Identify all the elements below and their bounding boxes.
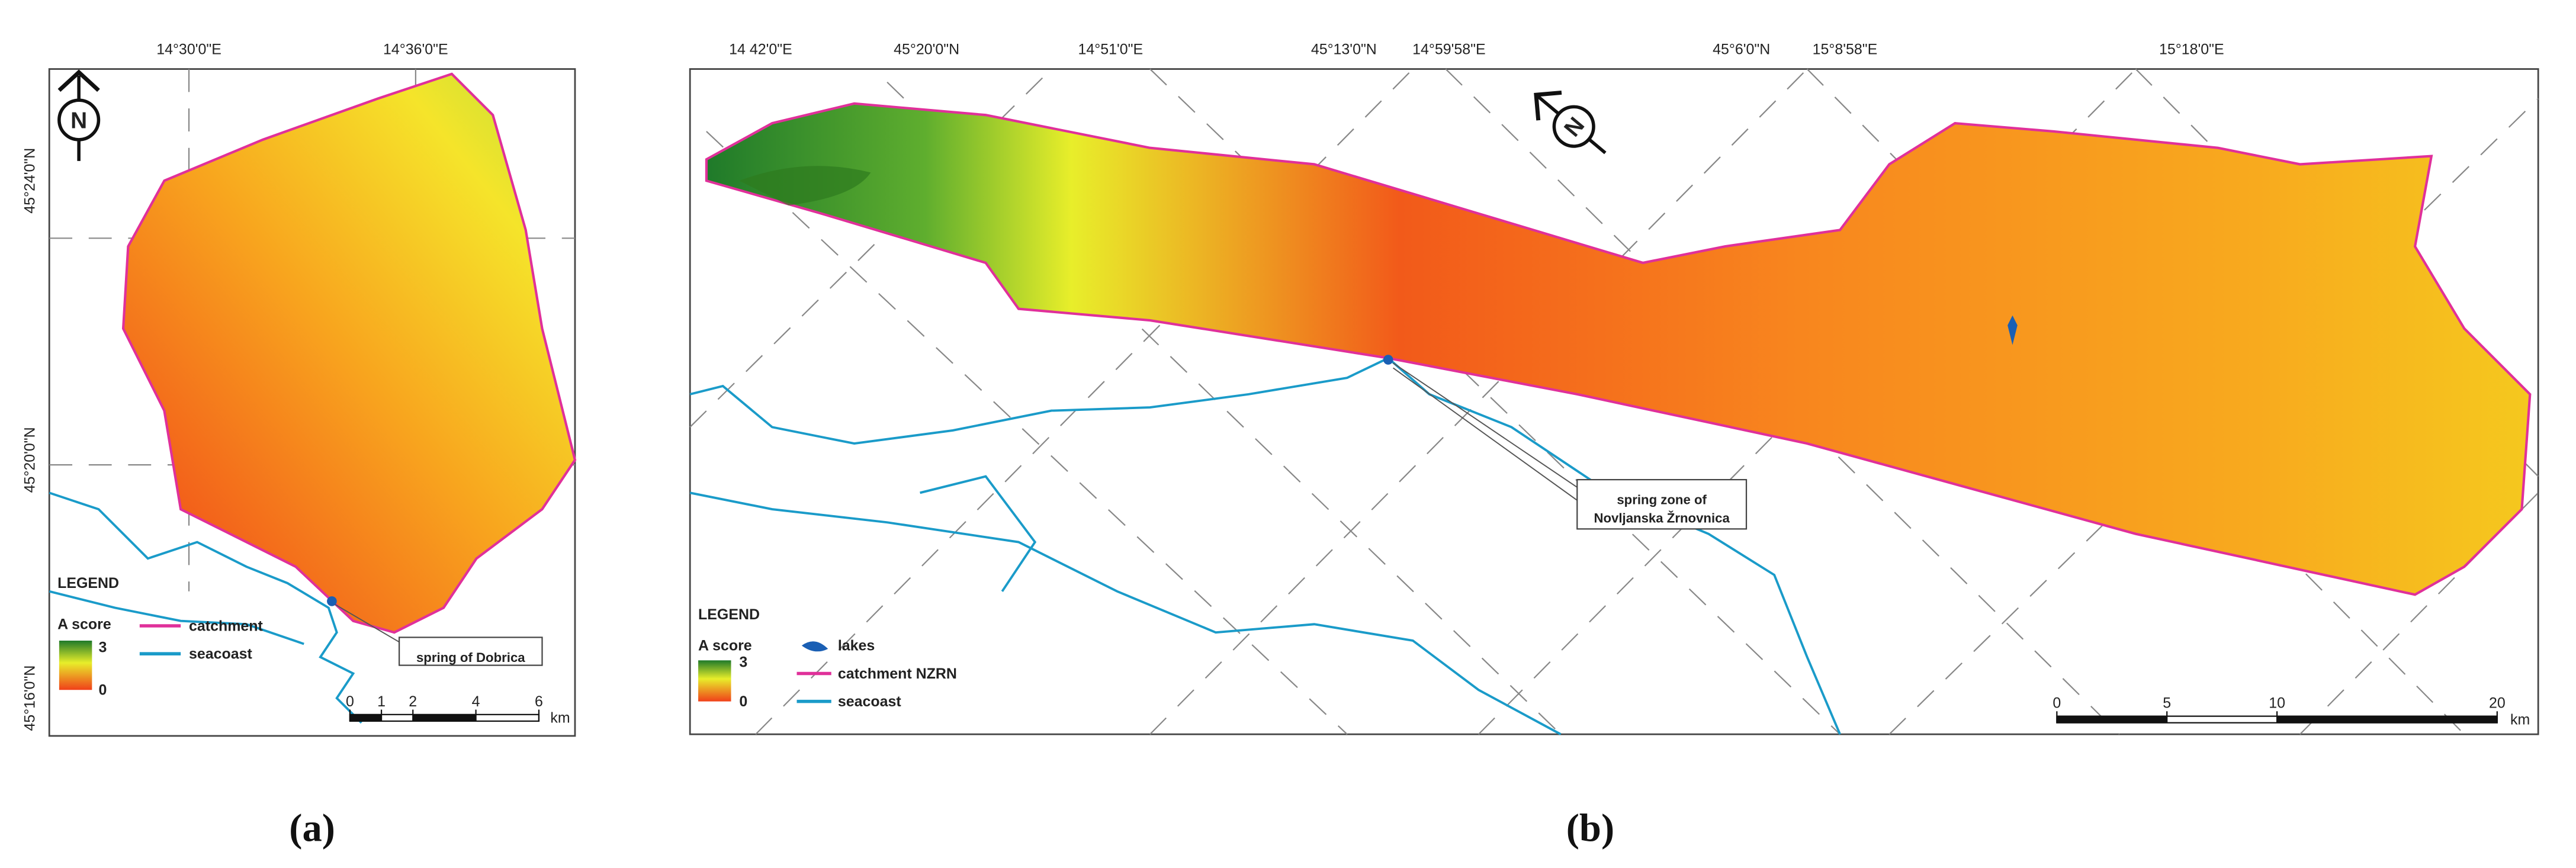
scale-label: 4: [472, 693, 480, 710]
scale-label: 5: [2163, 695, 2171, 712]
legend-item: seacoast: [189, 646, 252, 663]
legend-score-label: A score: [698, 638, 752, 654]
panel-b-map: [689, 68, 2539, 735]
legend-score-label: A score: [57, 616, 111, 633]
scale-bar-segment: [2057, 716, 2167, 723]
legend-title: LEGEND: [698, 606, 760, 623]
panel-label: (b): [1566, 806, 1614, 850]
scale-unit: km: [550, 710, 570, 726]
scale-bar-segment: [413, 714, 476, 721]
scale-label: 2: [409, 693, 417, 710]
coordinate-label: 15°18'0"E: [2159, 41, 2224, 58]
catchment-area: [705, 102, 2532, 596]
annotation: spring zone of: [1617, 493, 1707, 507]
panel-label: (a): [289, 806, 335, 850]
legend-min: 0: [98, 682, 107, 699]
north-arrow: [57, 69, 101, 161]
legend-item: catchment NZRN: [838, 666, 957, 682]
coordinate-label: 14 42'0"E: [729, 41, 792, 58]
scale-label: 10: [2269, 695, 2285, 712]
scale-unit: km: [2510, 711, 2530, 728]
legend-item: seacoast: [838, 693, 901, 710]
panel-a-map: [48, 68, 577, 737]
north-arrow: [1534, 90, 1607, 155]
coordinate-label: 15°8'58"E: [1813, 41, 1878, 58]
catchment-area: [121, 72, 577, 634]
annotation: spring of Dobrica: [416, 650, 525, 665]
north-letter: N: [70, 108, 87, 133]
scale-label: 1: [377, 693, 386, 710]
legend-item: catchment: [189, 618, 263, 634]
scale-bar-segment: [2277, 716, 2497, 723]
coordinate-label: 45°13'0"N: [1311, 41, 1377, 58]
coordinate-label: 45°6'0"N: [1713, 41, 1770, 58]
legend-title: LEGEND: [57, 575, 119, 591]
coordinate-label: 14°36'0"E: [383, 41, 448, 58]
coordinate-label: 45°24'0"N: [21, 148, 38, 214]
coordinate-label: 14°59'58"E: [1412, 41, 1486, 58]
coordinate-label: 45°20'0"N: [894, 41, 959, 58]
legend-max: 3: [98, 639, 107, 655]
coordinate-label: 45°20'0"N: [21, 427, 38, 493]
scale-label: 0: [346, 693, 354, 710]
scale-label: 20: [2489, 695, 2506, 712]
scale-bar-segment: [349, 714, 382, 721]
coordinate-label: 45°16'0"N: [21, 666, 38, 731]
scale-label: 6: [535, 693, 543, 710]
scale-label: 0: [2053, 695, 2061, 712]
annotation: Novljanska Žrnovnica: [1594, 510, 1730, 525]
legend-max: 3: [739, 654, 747, 670]
legend-min: 0: [739, 693, 747, 710]
coordinate-label: 14°51'0"E: [1078, 41, 1144, 58]
legend-item: lakes: [838, 638, 875, 654]
coordinate-label: 14°30'0"E: [156, 41, 221, 58]
